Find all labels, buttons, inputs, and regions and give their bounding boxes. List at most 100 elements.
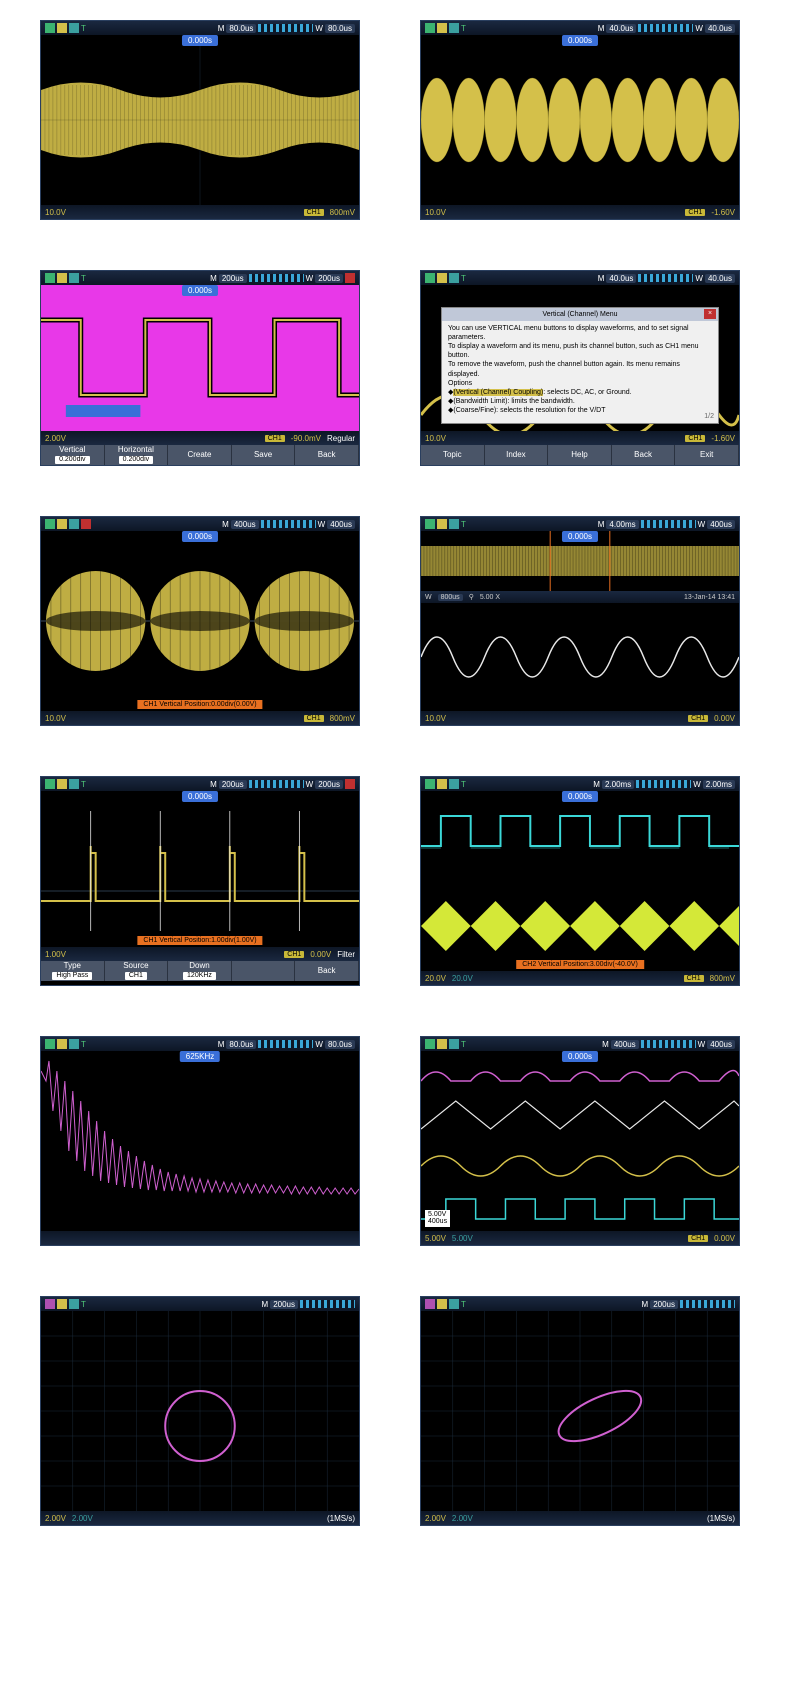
m-label: M [598, 24, 605, 33]
m-label: M [598, 274, 605, 283]
m-value: 400us [611, 1040, 639, 1049]
popup-title: Vertical (Channel) Menu× [442, 308, 718, 321]
stop-icon [345, 779, 355, 789]
rec-icon [81, 519, 91, 529]
w-label: W [698, 1040, 706, 1049]
waveform-screen[interactable] [41, 285, 359, 431]
trig-level: -1.60V [711, 434, 735, 443]
zoom-screen[interactable] [421, 603, 739, 711]
close-icon[interactable]: × [704, 309, 716, 319]
waveform-screen[interactable] [421, 35, 739, 205]
waveform-screen[interactable] [41, 1311, 359, 1511]
trig-level: 800mV [330, 208, 355, 217]
ch2-icon [449, 779, 459, 789]
w-label: W [306, 274, 314, 283]
status-bar: 10.0V CH1 -1.60V [421, 205, 739, 219]
softkey-empty [232, 961, 296, 981]
status-bar: 10.0V CH1 800mV [41, 205, 359, 219]
trig-ch: CH1 [685, 435, 705, 442]
status-icon [425, 519, 435, 529]
softkey-down[interactable]: Down120KHz [168, 961, 232, 981]
scope-gallery: T M 80.0us W 80.0us 0.000s 10.0V [0, 0, 800, 1546]
scope-s11: T M200us 2.00V 2.00V (1MS/s) [40, 1296, 360, 1526]
waveform-screen[interactable]: Vertical (Channel) Menu× You can use VER… [421, 285, 739, 431]
zoom-value: 5.00 X [480, 594, 500, 601]
waveform-screen[interactable]: CH1 Vertical Position:0.00div(0.00V) [41, 531, 359, 711]
waveform-screen[interactable]: CH2 Vertical Position:3.00div(-40.0V) [421, 791, 739, 971]
waveform-screen[interactable] [41, 35, 359, 205]
softkey-back[interactable]: Back [295, 961, 359, 981]
softkey-source[interactable]: SourceCH1 [105, 961, 169, 981]
trig-level: 0.00V [310, 950, 331, 959]
trig-level: 800mV [710, 974, 735, 983]
ch1-vdiv: 10.0V [425, 434, 446, 443]
softkey-create[interactable]: Create [168, 445, 232, 465]
softkey-exit[interactable]: Exit [675, 445, 739, 465]
softkey-vertical[interactable]: Vertical0.200div [41, 445, 105, 465]
toolbar: T M 40.0us W 40.0us [421, 271, 739, 285]
toolbar: T M 40.0us W 40.0us [421, 21, 739, 35]
m-label: M [222, 520, 229, 529]
help-line: You can use VERTICAL menu buttons to dis… [448, 324, 712, 342]
softkey-horizontal[interactable]: Horizontal0.200div [105, 445, 169, 465]
run-t-icon: T [81, 780, 86, 789]
w-value: 400us [707, 1040, 735, 1049]
softkey-row: Vertical0.200div Horizontal0.200div Crea… [41, 445, 359, 465]
status-icon [45, 519, 55, 529]
scope-s7: T M200us W200us 0.000s CH1 Vertical Posi… [40, 776, 360, 986]
status-bar: 5.00V 5.00V CH1 0.00V [421, 1231, 739, 1245]
m-label: M [210, 274, 217, 283]
w-label: W [318, 520, 326, 529]
w-value: 80.0us [325, 1040, 355, 1049]
ch1-vdiv: 1.00V [45, 950, 66, 959]
scope-s6: T M4.00ms W400us 0.000s W 800us ⚲ 5.00 X… [420, 516, 740, 726]
scope-s10: T M400us W400us 0.000s 5.00V400us 5. [420, 1036, 740, 1246]
w-label: W [698, 520, 706, 529]
ch1-vdiv: 20.0V [425, 974, 446, 983]
time-tag: 0.000s [562, 531, 598, 542]
ch2-vdiv: 2.00V [72, 1514, 93, 1523]
progress-icon [300, 1300, 355, 1308]
trig-level: 0.00V [714, 1234, 735, 1243]
ch1-icon [437, 1039, 447, 1049]
scope-s2: T M 40.0us W 40.0us 0.000s 10.0V CH1 [420, 20, 740, 220]
waveform-screen[interactable]: CH1 Vertical Position:1.00div(1.00V) [41, 791, 359, 947]
m-label: M [262, 1300, 269, 1309]
w-label: W [315, 1040, 323, 1049]
status-icon [45, 23, 55, 33]
run-t-icon: T [81, 24, 86, 33]
softkey-save[interactable]: Save [232, 445, 296, 465]
waveform-screen[interactable]: 5.00V400us [421, 1051, 739, 1231]
ch1-vdiv: 2.00V [45, 434, 66, 443]
m-value: 200us [219, 780, 247, 789]
ch1-icon [57, 779, 67, 789]
softkey-type[interactable]: TypeHigh Pass [41, 961, 105, 981]
softkey-help[interactable]: Help [548, 445, 612, 465]
m-label: M [602, 1040, 609, 1049]
ch1-icon [57, 519, 67, 529]
w-value: 200us [315, 274, 343, 283]
trig-level: 0.00V [714, 714, 735, 723]
softkey-index[interactable]: Index [485, 445, 549, 465]
toolbar: T M200us W200us [41, 777, 359, 791]
status-bar: 2.00V 2.00V (1MS/s) [41, 1511, 359, 1525]
w-value: 80.0us [325, 24, 355, 33]
progress-icon [249, 780, 304, 788]
m-value: 200us [270, 1300, 298, 1309]
trig-icon [69, 519, 79, 529]
trig-icon [69, 273, 79, 283]
waveform-screen[interactable] [421, 1311, 739, 1511]
trig-ch: CH1 [688, 1235, 708, 1242]
waveform-screen[interactable] [41, 1051, 359, 1231]
m-value: 200us [219, 274, 247, 283]
scope-s4: T M 40.0us W 40.0us Vertical (Channel) M… [420, 270, 740, 466]
time-tag: 0.000s [182, 531, 218, 542]
ch1-icon [437, 273, 447, 283]
softkey-back[interactable]: Back [612, 445, 676, 465]
run-t-icon: T [461, 274, 466, 283]
scope-s8: T M2.00ms W2.00ms 0.000s CH2 Vertical Po… [420, 776, 740, 986]
ch1-vdiv: 5.00V [425, 1234, 446, 1243]
softkey-back[interactable]: Back [295, 445, 359, 465]
trig-icon [449, 519, 459, 529]
softkey-topic[interactable]: Topic [421, 445, 485, 465]
